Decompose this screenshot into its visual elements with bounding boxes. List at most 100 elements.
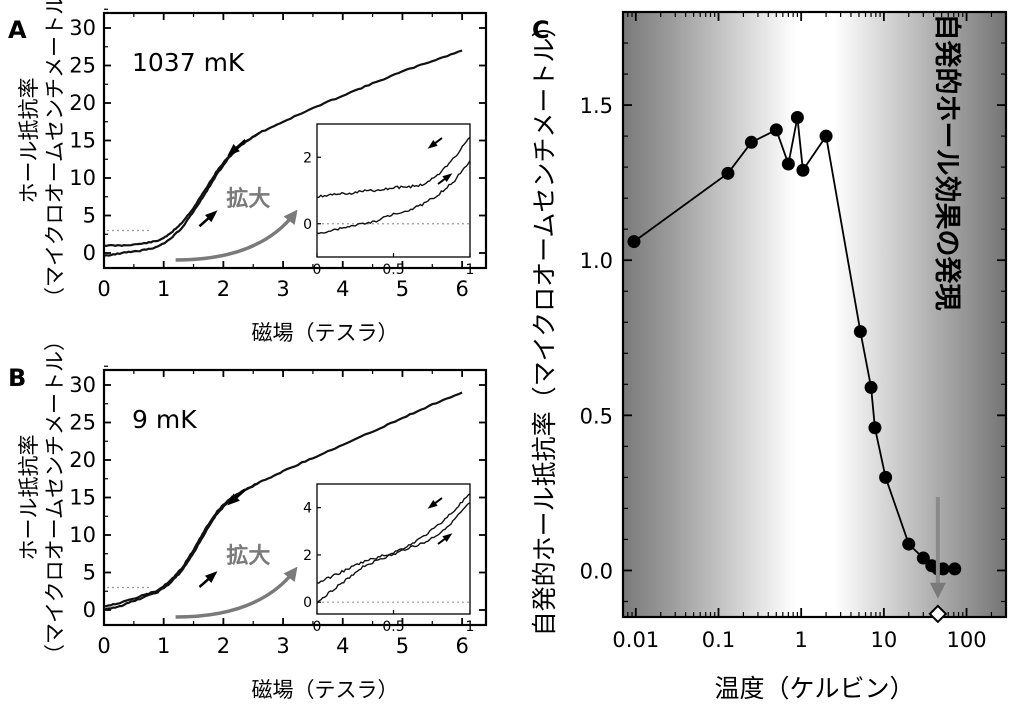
x-tick-label: 5 xyxy=(396,277,409,301)
x-tick-label: 3 xyxy=(276,634,289,658)
x-axis-label: 磁場（テスラ） xyxy=(252,321,399,345)
y-tick-label: 30 xyxy=(69,16,96,40)
inset-x-tick-label: 1 xyxy=(466,262,475,278)
data-point xyxy=(868,421,882,435)
inset-series-1 xyxy=(316,136,471,199)
inset-y-tick-label: 0 xyxy=(303,595,312,611)
inset-x-tick-label: 0.5 xyxy=(382,262,404,278)
y-axis-label-line2: （マイクロオームセンチメートル） xyxy=(43,0,67,308)
x-axis-label: 磁場（テスラ） xyxy=(252,678,399,702)
inset-x-tick-label: 0.5 xyxy=(382,619,404,635)
x-tick-label: 100 xyxy=(947,628,987,652)
inset-x-tick-label: 0 xyxy=(313,619,322,635)
sweep-down-arrow-head xyxy=(227,144,240,156)
zoom-label: 拡大 xyxy=(226,544,270,569)
y-axis-label: 自発的ホール抵抗率（マイクロオームセンチメートル） xyxy=(530,13,559,637)
panel-letter: A xyxy=(8,16,27,44)
y-tick-label: 20 xyxy=(69,91,96,115)
data-series-2 xyxy=(103,132,260,257)
x-tick-label: 4 xyxy=(336,277,349,301)
y-axis-label-line1: ホール抵抗率 xyxy=(17,78,41,204)
inset-y-tick-label: 2 xyxy=(303,548,312,564)
x-tick-label: 10 xyxy=(870,628,897,652)
zoom-arrow xyxy=(175,566,298,619)
x-tick-label: 1 xyxy=(157,634,170,658)
inset-series-2 xyxy=(316,502,471,604)
x-tick-label: 2 xyxy=(217,277,230,301)
data-point xyxy=(744,135,758,149)
y-tick-label: 5 xyxy=(83,204,96,228)
y-tick-label: 1.5 xyxy=(580,94,613,118)
y-axis-label-line1: ホール抵抗率 xyxy=(17,435,41,561)
panel-letter: B xyxy=(8,364,26,392)
y-tick-label: 0 xyxy=(83,241,96,265)
zoom-label: 拡大 xyxy=(226,187,270,212)
data-point xyxy=(796,163,810,177)
temperature-label: 9 mK xyxy=(132,405,197,434)
inset-x-tick-label: 1 xyxy=(466,619,475,635)
x-tick-label: 0 xyxy=(97,277,110,301)
x-tick-label: 0.1 xyxy=(702,628,735,652)
x-tick-label: 4 xyxy=(336,634,349,658)
panel-c: C 0.01 0.1 1 10 100 0.0 0.5 1.0 1.5 温度（ケルビン） 自発的ホール… xyxy=(530,10,1008,703)
y-tick-label: 15 xyxy=(69,486,96,510)
y-tick-label: 10 xyxy=(69,166,96,190)
inset-series-1 xyxy=(316,492,471,584)
y-tick-label: 25 xyxy=(69,54,96,78)
x-tick-label: 3 xyxy=(276,277,289,301)
panel-letter: C xyxy=(532,16,550,44)
data-point xyxy=(879,470,893,484)
inset-y-tick-label: 2 xyxy=(303,150,312,166)
y-tick-label: 0 xyxy=(83,598,96,622)
data-point xyxy=(769,123,783,137)
y-tick-label: 10 xyxy=(69,523,96,547)
data-point xyxy=(948,562,962,576)
x-tick-label: 6 xyxy=(455,277,468,301)
inset-arrow-up-head xyxy=(442,533,453,542)
data-series-1 xyxy=(103,49,463,248)
y-axis-label-line2: （マイクロオームセンチメートル） xyxy=(43,330,67,665)
y-tick-label: 0.5 xyxy=(580,404,613,428)
inset-frame xyxy=(316,123,471,258)
data-point xyxy=(916,551,930,565)
inset-arrow-up-head xyxy=(442,173,453,182)
x-tick-label: 1 xyxy=(794,628,807,652)
plot-frame xyxy=(621,10,1008,619)
y-tick-label: 15 xyxy=(69,129,96,153)
temperature-label: 1037 mK xyxy=(132,48,245,77)
onset-diamond-marker xyxy=(928,604,948,624)
data-point xyxy=(902,537,916,551)
data-point xyxy=(819,129,833,143)
data-point xyxy=(864,380,878,394)
sweep-down-arrow-head xyxy=(227,493,240,506)
data-point xyxy=(853,325,867,339)
x-tick-label: 6 xyxy=(455,634,468,658)
x-axis-label: 温度（ケルビン） xyxy=(714,674,914,703)
y-tick-label: 1.0 xyxy=(580,249,613,273)
onset-annotation: 自発的ホール効果の発現 xyxy=(931,14,963,311)
inset-series-2 xyxy=(316,160,471,235)
x-tick-label: 2 xyxy=(217,634,230,658)
x-tick-label: 0.01 xyxy=(612,628,659,652)
zoom-arrow xyxy=(175,209,298,262)
inset-frame xyxy=(316,483,471,615)
data-point xyxy=(721,166,735,180)
x-tick-label: 0 xyxy=(97,634,110,658)
inset-arrow-down-head xyxy=(427,500,438,509)
y-tick-label: 30 xyxy=(69,373,96,397)
data-point xyxy=(790,110,804,124)
y-tick-label: 5 xyxy=(83,561,96,585)
inset-x-tick-label: 0 xyxy=(313,262,322,278)
x-tick-label: 1 xyxy=(157,277,170,301)
inset-y-tick-label: 0 xyxy=(303,217,312,233)
y-tick-label: 0.0 xyxy=(580,559,613,583)
x-tick-label: 5 xyxy=(396,634,409,658)
data-point xyxy=(627,235,641,249)
data-point xyxy=(781,157,795,171)
sweep-up-arrow-head xyxy=(204,210,218,223)
inset-arrow-down-head xyxy=(427,140,438,149)
inset-y-tick-label: 4 xyxy=(303,501,312,517)
